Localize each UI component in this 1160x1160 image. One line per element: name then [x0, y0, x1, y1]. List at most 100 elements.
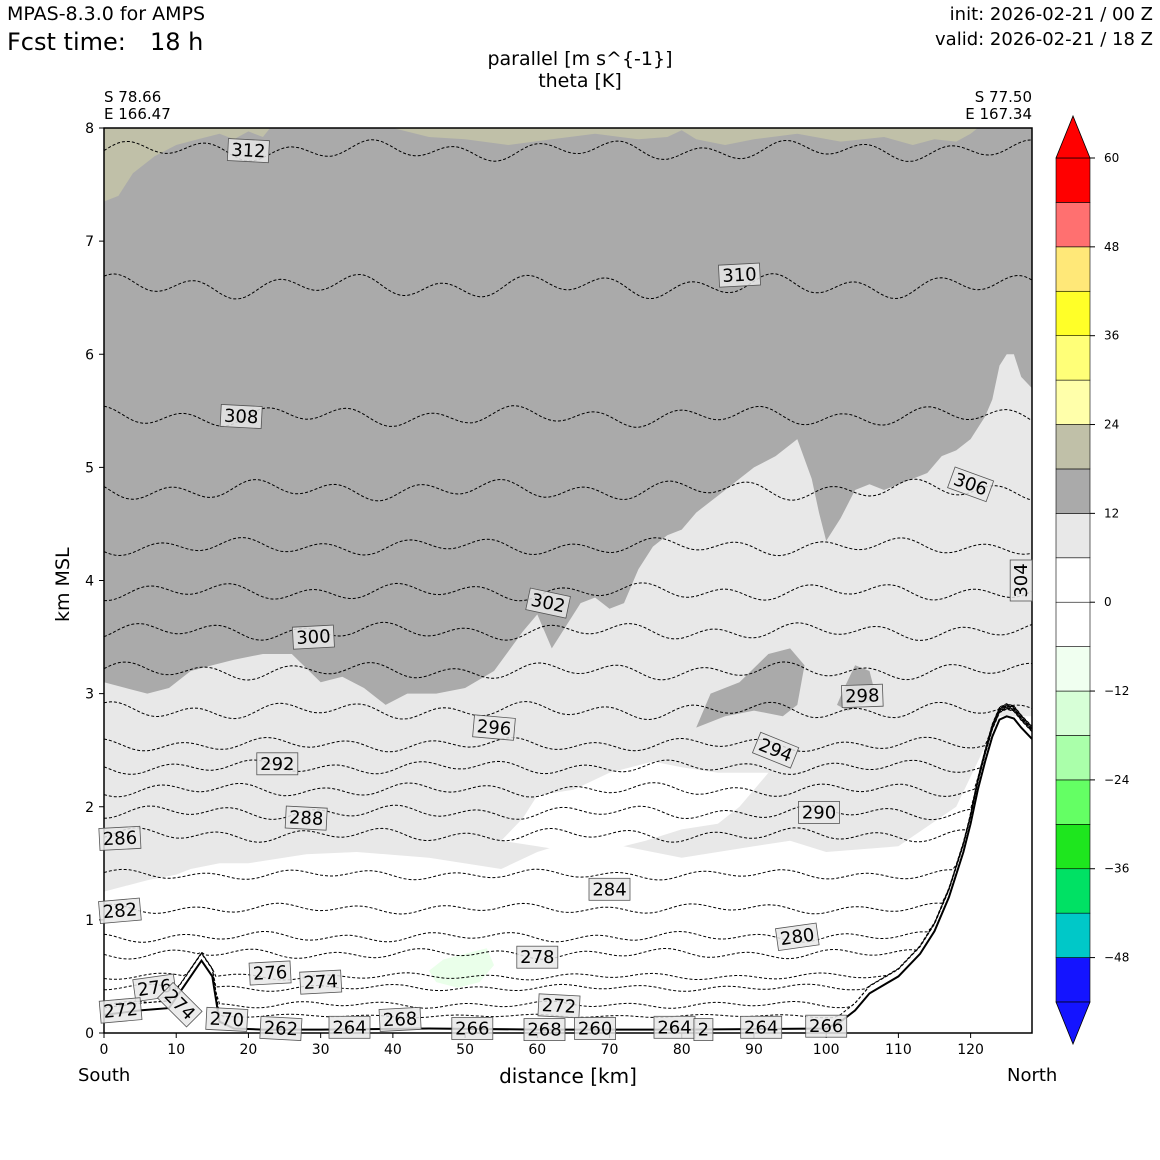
contour-label-box [947, 466, 995, 503]
contour-label-text: 268 [527, 1020, 561, 1041]
contour-label-310: 310 [718, 262, 761, 288]
shaded-region-6 [392, 128, 978, 145]
contour-label-box [1009, 559, 1033, 602]
contour-label-box [588, 877, 631, 901]
contour-label-text: 264 [657, 1017, 691, 1038]
x-tick-label-100: 100 [813, 1042, 840, 1058]
colorbar-segment-1 [1055, 912, 1091, 958]
contour-label-text: 266 [455, 1019, 489, 1040]
shaded-region-5 [104, 128, 271, 202]
colorbar-segment-15 [1055, 290, 1091, 336]
contour-label-286: 286 [98, 825, 142, 851]
contour-label-278: 278 [516, 945, 559, 969]
contour-label-282: 282 [98, 897, 142, 924]
theta-contour-284 [104, 705, 1032, 881]
colorbar-segment-8 [1055, 601, 1091, 647]
contour-label-text: 266 [809, 1016, 843, 1037]
theta-contour-290 [104, 704, 1032, 798]
valid-time: valid: 2026-02-21 / 18 Z [935, 29, 1153, 50]
contour-label-text: 262 [263, 1018, 298, 1041]
colorbar-tick-label: 0 [1104, 595, 1112, 609]
contour-label-box [805, 1014, 848, 1038]
contour-label-text: 308 [223, 406, 258, 429]
contour-label-text: 312 [231, 140, 266, 163]
contour-label-box [98, 997, 143, 1024]
x-tick-label-70: 70 [601, 1042, 619, 1058]
x-tick-label-110: 110 [885, 1042, 912, 1058]
contour-label-box [256, 752, 299, 776]
contour-label-box [299, 969, 343, 995]
colorbar-tick-label: 24 [1104, 418, 1119, 432]
colorbar-tick-label: −48 [1104, 951, 1129, 965]
colorbar-tick-label: 60 [1104, 151, 1119, 165]
x-tick-label-0: 0 [100, 1042, 109, 1058]
contour-label-box [378, 1006, 422, 1032]
contour-label-text: 260 [578, 1019, 612, 1040]
y-tick-label-0: 0 [85, 1026, 94, 1042]
theta-contour-296 [104, 701, 1032, 721]
y-tick-label-4: 4 [85, 574, 94, 590]
contour-label-box [291, 624, 335, 650]
colorbar-segment-9 [1055, 557, 1091, 603]
colorbar-tick-label: −24 [1104, 773, 1129, 787]
contour-label-260: 260 [574, 1017, 616, 1040]
contour-label-text: 284 [592, 879, 626, 900]
contour-label-box [775, 922, 820, 951]
x-tick-label-120: 120 [957, 1042, 984, 1058]
contour-label-text: 296 [476, 716, 512, 740]
x-tick-label-20: 20 [240, 1042, 258, 1058]
contour-label-box [516, 945, 559, 969]
colorbar-segment-10 [1055, 513, 1091, 559]
contour-label-box [523, 1018, 566, 1041]
contour-label-296: 296 [472, 714, 516, 741]
contour-label-272: 272 [537, 993, 581, 1019]
colorbar-tick-label: −12 [1104, 684, 1129, 698]
contour-label-312: 312 [226, 138, 270, 164]
end-lat: S 77.50 [974, 88, 1032, 106]
fcst-time-value: 18 h [150, 28, 204, 56]
start-lat: S 78.66 [104, 88, 162, 106]
init-time: init: 2026-02-21 / 00 Z [949, 4, 1153, 25]
colorbar-segment-7 [1055, 646, 1091, 692]
contour-label-text: 278 [520, 947, 554, 968]
contour-label-308: 308 [219, 404, 263, 429]
contour-label-box [798, 801, 840, 824]
contour-label-2: 2 [693, 1018, 714, 1041]
contour-label-text: 282 [102, 899, 138, 923]
contour-label-text: 264 [744, 1017, 778, 1038]
contour-label-288: 288 [284, 805, 328, 831]
contour-label-304: 304 [1009, 559, 1033, 602]
end-lon: E 167.34 [965, 105, 1032, 123]
shaded-region-2 [104, 128, 1032, 705]
colorbar-segment-13 [1055, 379, 1091, 425]
theta-contour-298 [104, 661, 1032, 681]
model-name: MPAS-8.3.0 for AMPS [7, 3, 206, 25]
colorbar-segment-11 [1055, 468, 1091, 514]
contour-label-276: 276 [248, 960, 292, 986]
colorbar-segment-4 [1055, 779, 1091, 825]
y-tick-label-5: 5 [85, 460, 94, 476]
y-tick-label-2: 2 [85, 800, 94, 816]
chart-title-line1: parallel [m s^{-1}] [487, 48, 673, 70]
theta-contour-292 [104, 703, 1032, 775]
contour-label-text: 272 [541, 995, 576, 1018]
theta-contour-304 [104, 537, 1032, 557]
shaded-region-7 [429, 948, 494, 988]
contour-label-box [248, 960, 292, 986]
contour-label-box [219, 404, 263, 429]
colorbar-segment-3 [1055, 824, 1091, 870]
contour-label-266: 266 [805, 1014, 848, 1038]
theta-contour-288 [104, 704, 1032, 821]
theta-contour-312 [104, 139, 1032, 162]
contour-label-280: 280 [775, 922, 820, 951]
contour-label-text: 268 [382, 1009, 417, 1032]
y-tick-label-6: 6 [85, 347, 94, 363]
terrain-line [104, 715, 1032, 1031]
contour-label-text: 286 [102, 828, 137, 851]
contour-label-264: 264 [328, 1015, 371, 1039]
x-left-label: South [78, 1065, 131, 1086]
colorbar-over-arrow [1055, 114, 1091, 159]
contour-label-264: 264 [653, 1015, 696, 1039]
contour-label-text: 298 [845, 685, 880, 707]
contour-label-text: 2 [698, 1020, 709, 1041]
